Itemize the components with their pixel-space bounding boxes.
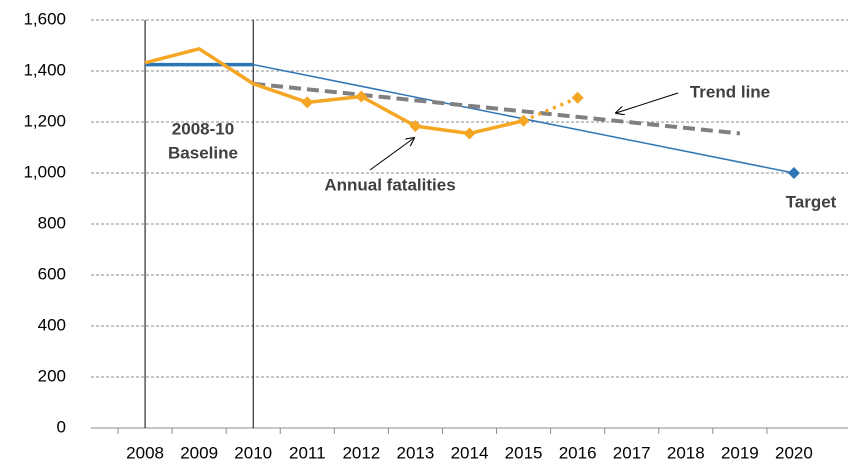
- y-tick-label: 200: [38, 366, 66, 385]
- x-tick-label: 2012: [342, 443, 380, 462]
- x-tick-label: 2019: [721, 443, 759, 462]
- y-tick-label: 400: [38, 315, 66, 334]
- x-tick-label: 2009: [180, 443, 218, 462]
- x-tick-label: 2015: [505, 443, 543, 462]
- arrow: [369, 138, 414, 171]
- x-tick-label: 2020: [775, 443, 813, 462]
- x-tick-label: 2018: [667, 443, 705, 462]
- x-tick-label: 2010: [234, 443, 272, 462]
- y-tick-label: 1,200: [23, 111, 66, 130]
- y-tick-label: 1,400: [23, 60, 66, 79]
- y-tick-label: 600: [38, 264, 66, 283]
- point: [409, 120, 422, 133]
- x-tick-label: 2011: [289, 443, 326, 462]
- annotation: Baseline: [168, 143, 238, 162]
- arrow: [616, 92, 679, 113]
- annotation: Annual fatalities: [324, 175, 455, 194]
- point: [301, 96, 314, 109]
- x-tick-label: 2017: [613, 443, 651, 462]
- series-line: [144, 47, 524, 136]
- series-line: [522, 96, 579, 123]
- annotation: Target: [786, 192, 837, 211]
- x-tick-label: 2013: [397, 443, 435, 462]
- annotation: Trend line: [690, 82, 770, 101]
- annotation: 2008-10: [172, 119, 234, 138]
- point: [787, 167, 800, 179]
- x-tick-label: 2014: [451, 443, 489, 462]
- point: [571, 91, 584, 104]
- series-line: [253, 81, 741, 136]
- x-tick-label: 2016: [559, 443, 597, 462]
- y-tick-label: 800: [38, 213, 66, 232]
- y-tick-label: 1,600: [23, 9, 66, 28]
- point: [355, 90, 368, 103]
- x-tick-label: 2008: [126, 443, 164, 462]
- y-tick-label: 0: [57, 417, 66, 436]
- y-tick-label: 1,000: [23, 162, 66, 181]
- point: [463, 127, 476, 140]
